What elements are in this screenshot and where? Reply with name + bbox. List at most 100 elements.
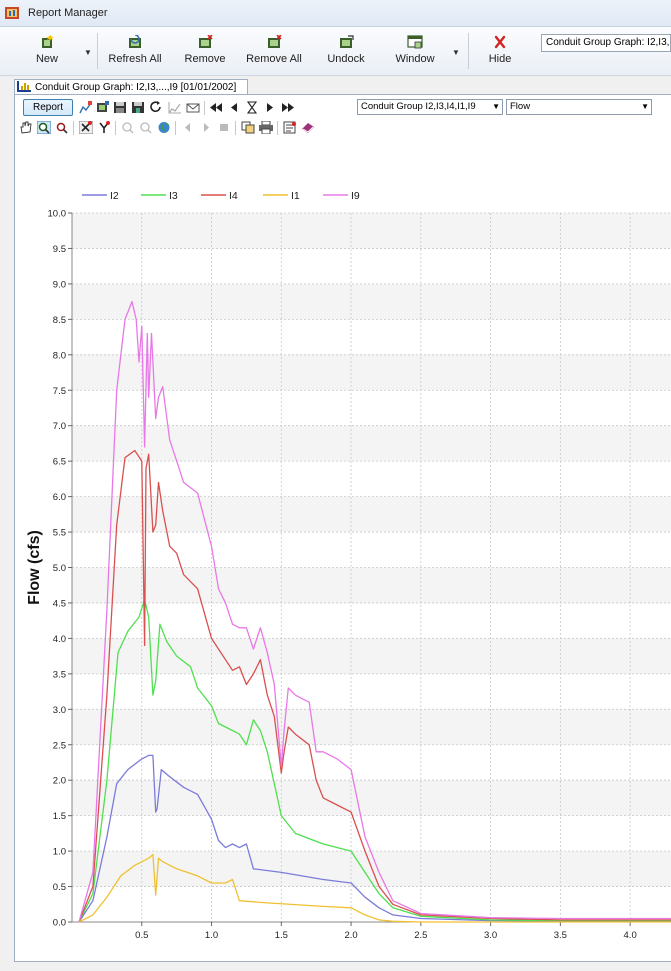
save-icon[interactable] bbox=[113, 101, 127, 114]
y-tick-label: 0.5 bbox=[53, 882, 66, 893]
undock-label: Undock bbox=[327, 53, 365, 65]
flow-chart: 0.0 0.5 1.0 1.5 2.0 2.5 3.0 3.5 4.0 4.5 5.0 5.5 6.0 6… bbox=[15, 143, 671, 963]
y-tick-label: 5.0 bbox=[53, 563, 66, 574]
variable-select[interactable]: Flow ▼ bbox=[506, 99, 652, 115]
y-tick-label: 6.0 bbox=[53, 492, 66, 503]
zoom-next-icon bbox=[140, 122, 152, 134]
y-tick-label: 2.5 bbox=[53, 740, 66, 751]
refresh-icon[interactable] bbox=[149, 101, 163, 114]
y-tick-label: 0.0 bbox=[53, 918, 66, 929]
toolbar-separator bbox=[235, 121, 236, 135]
conduit-group-value: Conduit Group I2,I3,I4,I1,I9 bbox=[361, 101, 476, 112]
graph-toolbar bbox=[15, 119, 671, 137]
x-axis-icon[interactable] bbox=[79, 121, 93, 134]
window-dropdown-arrow-icon[interactable]: ▼ bbox=[452, 48, 460, 57]
window-label: Window bbox=[395, 53, 435, 65]
grid-band bbox=[72, 567, 671, 603]
copy-report-icon[interactable] bbox=[96, 101, 110, 114]
zoom-in-icon[interactable] bbox=[37, 121, 51, 134]
x-tick-label: 4.0 bbox=[624, 930, 637, 941]
x-tick-label: 3.5 bbox=[554, 930, 567, 941]
pan-hand-icon[interactable] bbox=[19, 121, 33, 134]
tab-conduit-group-graph[interactable]: Conduit Group Graph: I2,I3,...,I9 [01/01… bbox=[14, 79, 248, 94]
title-bar: Report Manager bbox=[0, 0, 671, 27]
y-tick-label: 1.5 bbox=[53, 811, 66, 822]
x-tick-label: 1.5 bbox=[275, 930, 288, 941]
chevron-down-icon: ▼ bbox=[492, 102, 500, 111]
y-tick-label: 10.0 bbox=[48, 209, 67, 220]
y-tick-label: 8.5 bbox=[53, 315, 66, 326]
copy-icon[interactable] bbox=[241, 121, 255, 134]
print-icon[interactable] bbox=[259, 121, 273, 134]
help-book-icon[interactable] bbox=[301, 121, 315, 134]
y-tick-label: 8.0 bbox=[53, 350, 66, 361]
stop-icon bbox=[220, 124, 228, 131]
x-tick-label: 2.0 bbox=[344, 930, 357, 941]
last-step-icon[interactable] bbox=[281, 101, 295, 114]
y-axis-title: Flow (cfs) bbox=[26, 530, 43, 605]
refresh-all-icon bbox=[129, 35, 141, 48]
new-button[interactable]: New bbox=[30, 35, 64, 73]
y-tick-label: 3.5 bbox=[53, 669, 66, 680]
undock-icon bbox=[340, 35, 354, 48]
save-all-icon[interactable] bbox=[131, 101, 145, 114]
toolbar-separator bbox=[73, 121, 74, 135]
y-tick-label: 9.5 bbox=[53, 244, 66, 255]
y-tick-label: 7.0 bbox=[53, 421, 66, 432]
x-tick-label: 2.5 bbox=[414, 930, 427, 941]
remove-button[interactable]: Remove bbox=[180, 35, 230, 73]
toolbar-separator bbox=[468, 33, 469, 69]
chart-properties-icon[interactable] bbox=[79, 101, 93, 114]
conduit-group-select[interactable]: Conduit Group I2,I3,I4,I1,I9 ▼ bbox=[357, 99, 503, 115]
grid-band bbox=[72, 213, 671, 249]
zoom-out-icon[interactable] bbox=[55, 121, 69, 134]
envelope-icon[interactable] bbox=[186, 101, 200, 114]
toolbar-separator bbox=[204, 101, 205, 115]
variable-value: Flow bbox=[510, 101, 531, 112]
remove-all-label: Remove All bbox=[246, 53, 302, 65]
report-panel: Report Conduit Group I2,I3,I4,I1,I9 ▼ Fl… bbox=[14, 94, 671, 962]
zoom-previous-icon bbox=[122, 122, 134, 134]
report-toolbar: Report Conduit Group I2,I3,I4,I1,I9 ▼ Fl… bbox=[15, 99, 671, 117]
y-tick-label: 1.0 bbox=[53, 847, 66, 858]
flow-chart-svg: 0.0 0.5 1.0 1.5 2.0 2.5 3.0 3.5 4.0 4.5 5.0 5.5 6.0 6… bbox=[26, 190, 671, 941]
report-button[interactable]: Report bbox=[23, 99, 73, 116]
window-button[interactable]: Window bbox=[390, 35, 440, 73]
tab-label: Conduit Group Graph: I2,I3,...,I9 [01/01… bbox=[35, 82, 237, 93]
grid-band bbox=[72, 496, 671, 533]
hide-button[interactable]: Hide bbox=[483, 35, 517, 73]
next-step-icon[interactable] bbox=[263, 101, 277, 114]
report-manager-icon bbox=[5, 7, 19, 19]
y-tick-label: 6.5 bbox=[53, 457, 66, 468]
x-tick-label: 0.5 bbox=[135, 930, 148, 941]
remove-all-button[interactable]: Remove All bbox=[243, 35, 305, 73]
series-line-i2 bbox=[78, 754, 671, 923]
grid-band bbox=[72, 780, 671, 816]
globe-icon[interactable] bbox=[157, 121, 171, 134]
series-line-i3 bbox=[78, 598, 671, 923]
toolbar-separator bbox=[175, 121, 176, 135]
legend-label-i4: I4 bbox=[229, 190, 238, 202]
series-line-i4 bbox=[78, 449, 671, 923]
new-dropdown-arrow-icon[interactable]: ▼ bbox=[84, 48, 92, 57]
window-icon bbox=[407, 35, 423, 49]
undock-button[interactable]: Undock bbox=[322, 35, 370, 73]
y-tick-label: 5.5 bbox=[53, 528, 66, 539]
legend-label-i1: I1 bbox=[291, 190, 300, 202]
chart-type-icon bbox=[168, 102, 181, 114]
grid-band bbox=[72, 425, 671, 462]
refresh-all-button[interactable]: Refresh All bbox=[105, 35, 165, 73]
previous-step-icon[interactable] bbox=[227, 101, 241, 114]
hourglass-icon[interactable] bbox=[245, 101, 259, 114]
properties-icon[interactable] bbox=[283, 121, 297, 134]
report-selector-combo[interactable]: Conduit Group Graph: I2,I3, bbox=[541, 34, 671, 52]
remove-icon bbox=[199, 35, 213, 48]
grid-band bbox=[72, 283, 671, 320]
toolbar-separator bbox=[97, 33, 98, 69]
series-line-i9 bbox=[78, 300, 671, 923]
y-axis-icon[interactable] bbox=[97, 121, 111, 134]
y-tick-label: 4.5 bbox=[53, 598, 66, 609]
toolbar-separator bbox=[277, 121, 278, 135]
first-step-icon[interactable] bbox=[209, 101, 223, 114]
x-tick-label: 1.0 bbox=[205, 930, 218, 941]
